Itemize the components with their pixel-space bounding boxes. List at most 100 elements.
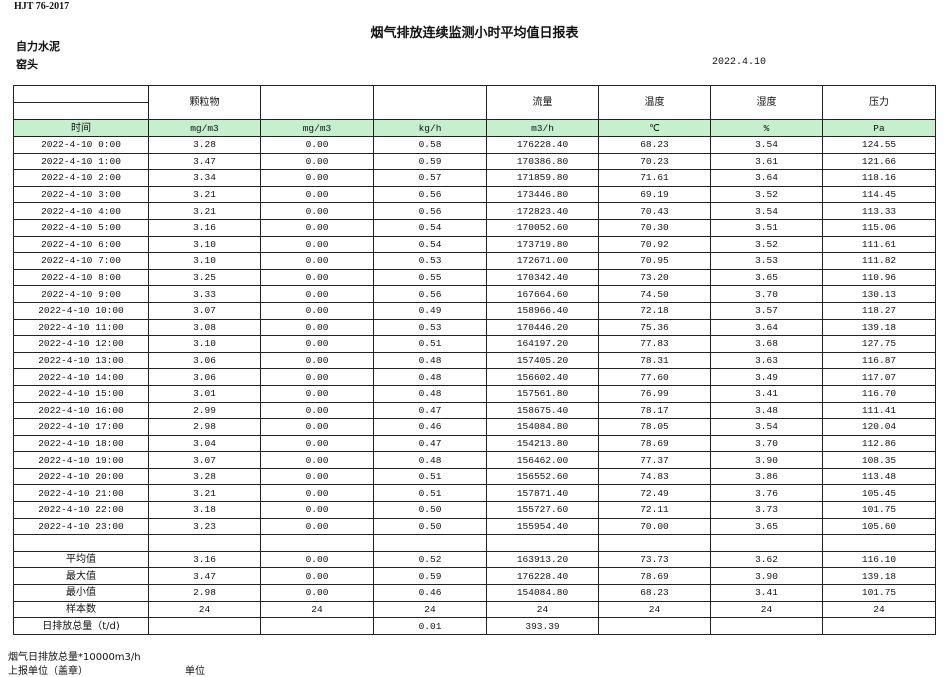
- table-cell: 24: [148, 600, 261, 619]
- row-label-cell: 2022-4-10 6:00: [13, 235, 149, 254]
- footer-note: 烟气日排放总量*10000m3/h: [8, 652, 141, 663]
- table-cell: 154213.80: [486, 434, 599, 453]
- table-cell: 170446.20: [486, 318, 599, 337]
- table-cell: 116.10: [822, 550, 936, 569]
- column-header: [373, 85, 487, 120]
- table-cell: 3.47: [148, 152, 261, 171]
- report-table: 颗粒物 流量 温度 湿度 压力 时间 mg/m3 mg/m3 kg/h m3/h ℃% Pa 2022-…: [13, 85, 936, 635]
- row-label-cell: 日排放总量（t/d): [13, 617, 149, 635]
- table-cell: 3.90: [710, 567, 823, 586]
- summary-row: 平均值 3.16 0.00 0.52 163913.20 73.73 3.62 116.10: [13, 550, 936, 569]
- table-cell: 78.69: [598, 434, 711, 453]
- table-row: 2022-4-10 14:00 3.06 0.00 0.48 156602.40 77.6…: [13, 368, 936, 386]
- table-cell: 176228.40: [486, 136, 599, 154]
- summary-row: 日排放总量（t/d) 0.01 393.39: [13, 617, 936, 635]
- table-cell: 170386.80: [486, 152, 599, 171]
- table-cell: 3.47: [148, 567, 261, 586]
- row-label-cell: 2022-4-10 5:00: [13, 218, 149, 237]
- table-cell: 3.70: [710, 285, 823, 303]
- table-row: 2022-4-10 21:00 3.21 0.00 0.51 157871.40 72.4…: [13, 484, 936, 503]
- table-cell: 0.00: [260, 185, 374, 204]
- column-header: [260, 85, 374, 120]
- table-cell: 0.56: [373, 202, 487, 220]
- table-cell: 77.83: [598, 335, 711, 353]
- row-label-cell: 2022-4-10 16:00: [13, 401, 149, 420]
- table-cell: 69.19: [598, 185, 711, 204]
- row-label-cell: 2022-4-10 11:00: [13, 318, 149, 337]
- table-cell: 3.10: [148, 335, 261, 353]
- empty-cell: [710, 534, 823, 552]
- table-cell: 3.54: [710, 136, 823, 154]
- table-cell: 0.48: [373, 351, 487, 370]
- table-cell: 76.99: [598, 384, 711, 403]
- table-cell: 3.21: [148, 484, 261, 503]
- table-cell: 0.00: [260, 136, 374, 154]
- row-label-cell: 2022-4-10 2:00: [13, 169, 149, 187]
- table-cell: 3.48: [710, 401, 823, 420]
- table-cell: 0.00: [260, 252, 374, 270]
- row-label-cell: 2022-4-10 8:00: [13, 268, 149, 287]
- table-cell: 73.73: [598, 550, 711, 569]
- table-cell: 74.83: [598, 467, 711, 486]
- table-cell: 70.23: [598, 152, 711, 171]
- row-label-cell: 平均值: [13, 550, 149, 569]
- organization-name: 自力水泥: [16, 40, 60, 53]
- table-cell: 0.56: [373, 185, 487, 204]
- table-cell: 78.69: [598, 567, 711, 586]
- table-cell: 0.51: [373, 335, 487, 353]
- table-cell: 0.00: [260, 285, 374, 303]
- table-cell: 71.61: [598, 169, 711, 187]
- table-cell: 3.16: [148, 550, 261, 569]
- table-cell: 0.00: [260, 235, 374, 254]
- table-row: 2022-4-10 4:00 3.21 0.00 0.56 172823.40 70.43…: [13, 202, 936, 220]
- table-cell: 3.28: [148, 467, 261, 486]
- table-cell: 3.04: [148, 434, 261, 453]
- table-cell: 3.90: [710, 451, 823, 469]
- table-cell: 111.61: [822, 235, 936, 254]
- row-label-cell: 2022-4-10 12:00: [13, 335, 149, 353]
- table-cell: 156462.00: [486, 451, 599, 469]
- table-cell: 72.49: [598, 484, 711, 503]
- table-cell: 0.56: [373, 285, 487, 303]
- table-cell: 3.34: [148, 169, 261, 187]
- table-cell: 110.96: [822, 268, 936, 287]
- table-row: 2022-4-10 20:00 3.28 0.00 0.51 156552.60 74.8…: [13, 467, 936, 486]
- empty-cell: [822, 534, 936, 552]
- row-label-cell: 2022-4-10 18:00: [13, 434, 149, 453]
- table-row: 2022-4-10 23:00 3.23 0.00 0.50 155954.40 70.0…: [13, 517, 936, 536]
- table-cell: 0.50: [373, 501, 487, 519]
- table-cell: 0.00: [260, 268, 374, 287]
- table-cell: 78.05: [598, 418, 711, 436]
- table-cell: 0.54: [373, 218, 487, 237]
- spacer-row: [13, 534, 936, 552]
- table-cell: 0.00: [260, 550, 374, 569]
- table-cell: 3.63: [710, 351, 823, 370]
- header-corner-cell: [13, 85, 149, 120]
- table-cell: 172671.00: [486, 252, 599, 270]
- empty-cell: [13, 534, 149, 552]
- table-cell: 157561.80: [486, 384, 599, 403]
- table-cell: 0.52: [373, 550, 487, 569]
- table-row: 2022-4-10 10:00 3.07 0.00 0.49 158966.40 72.1…: [13, 301, 936, 320]
- row-label-cell: 2022-4-10 0:00: [13, 136, 149, 154]
- table-cell: 3.10: [148, 252, 261, 270]
- table-cell: 0.00: [260, 484, 374, 503]
- table-cell: 0.00: [260, 418, 374, 436]
- table-cell: 3.33: [148, 285, 261, 303]
- table-cell: 0.49: [373, 301, 487, 320]
- row-label-cell: 2022-4-10 13:00: [13, 351, 149, 370]
- row-label-cell: 2022-4-10 22:00: [13, 501, 149, 519]
- table-cell: 0.00: [260, 301, 374, 320]
- table-row: 2022-4-10 2:00 3.34 0.00 0.57 171859.80 71.61…: [13, 169, 936, 187]
- report-date: 2022.4.10: [712, 57, 767, 68]
- row-label-cell: 2022-4-10 20:00: [13, 467, 149, 486]
- table-cell: 113.48: [822, 467, 936, 486]
- table-cell: 73.20: [598, 268, 711, 287]
- table-cell: 0.00: [260, 202, 374, 220]
- table-cell: 0.50: [373, 517, 487, 536]
- table-cell: 113.33: [822, 202, 936, 220]
- table-cell: [148, 617, 261, 635]
- table-row: 2022-4-10 19:00 3.07 0.00 0.48 156462.00 77.3…: [13, 451, 936, 469]
- table-cell: 173446.80: [486, 185, 599, 204]
- table-cell: 108.35: [822, 451, 936, 469]
